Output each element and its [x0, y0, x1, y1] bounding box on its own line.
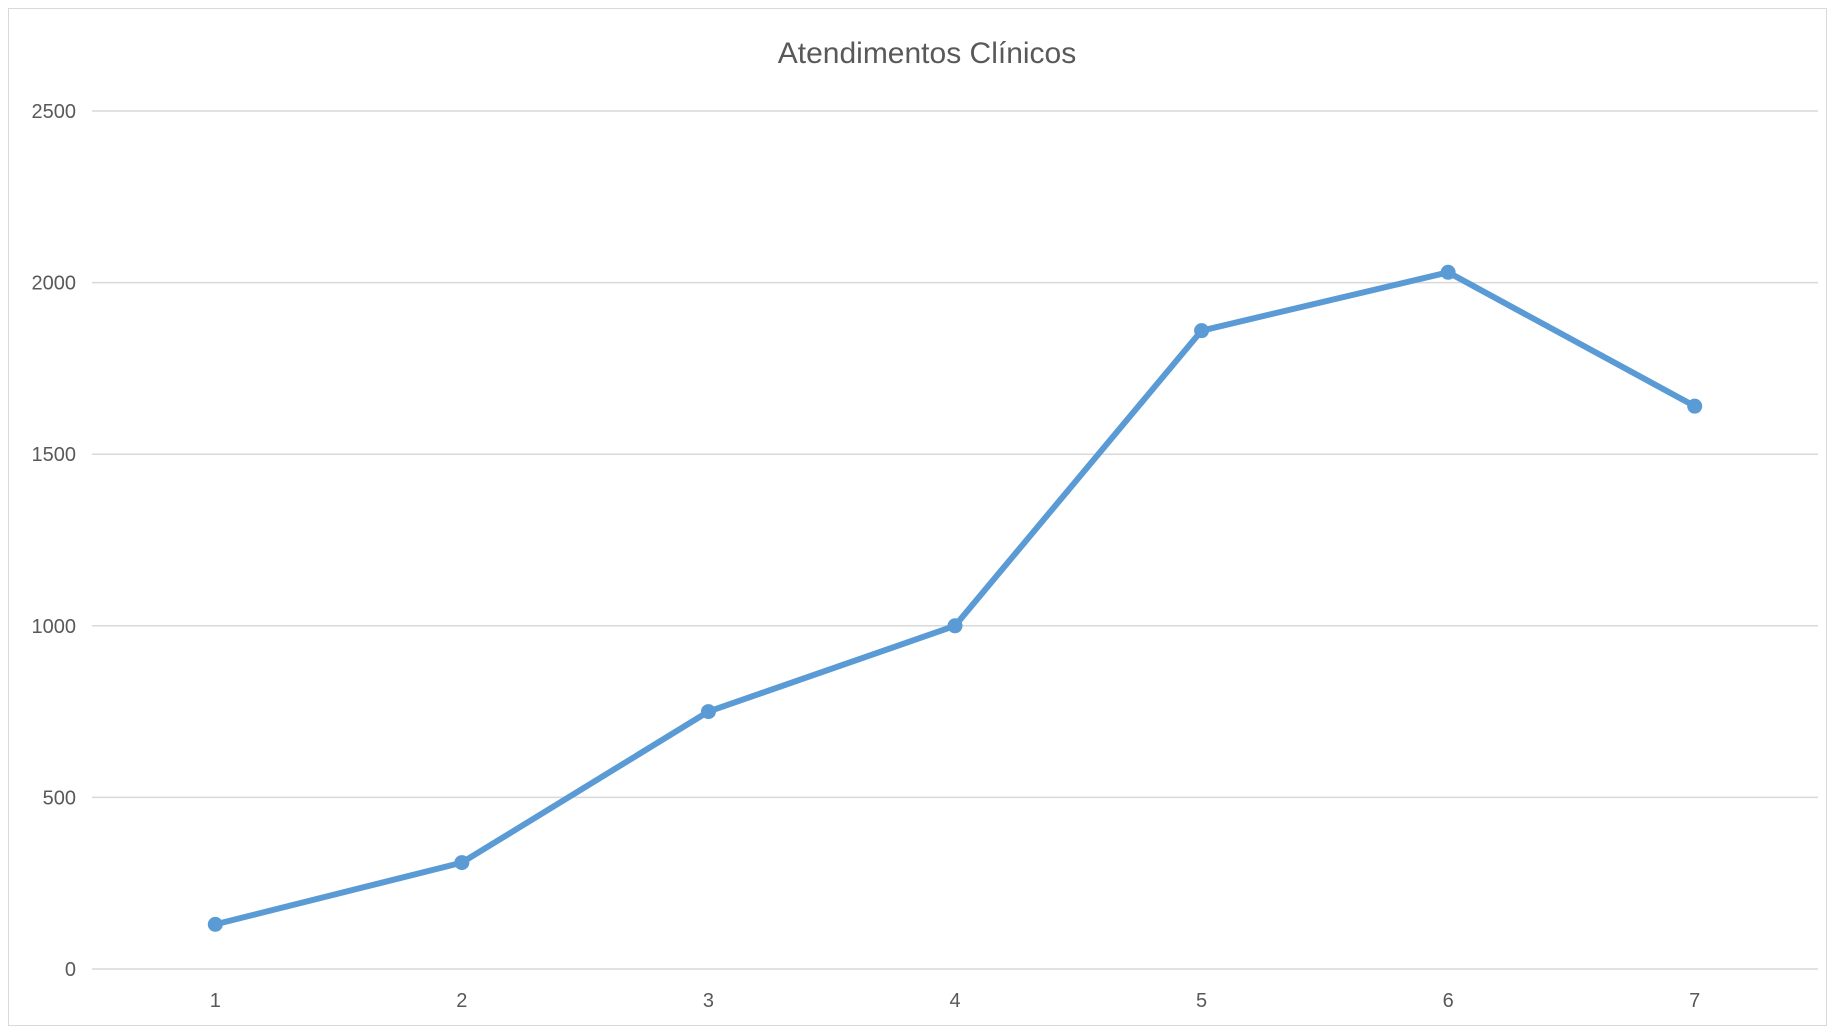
x-tick-label: 7 — [1689, 990, 1700, 1012]
chart-frame — [8, 8, 1827, 1026]
y-tick-label: 1000 — [32, 616, 77, 638]
series-group — [207, 264, 1703, 932]
series-line — [212, 269, 1698, 928]
y-tick-label: 500 — [43, 787, 76, 809]
data-point — [1687, 398, 1703, 414]
data-point — [1194, 323, 1210, 339]
x-axis-ticks: 1 2 3 4 5 6 7 — [210, 990, 1701, 1012]
data-point — [454, 855, 470, 871]
x-tick-label: 3 — [703, 990, 714, 1012]
x-tick-label: 4 — [949, 990, 960, 1012]
y-tick-label: 2500 — [32, 101, 77, 123]
gridlines — [92, 110, 1818, 970]
y-axis-ticks: 0 500 1000 1500 2000 2500 — [32, 101, 77, 981]
y-tick-label: 0 — [65, 959, 76, 981]
data-point — [700, 704, 716, 720]
data-point — [207, 916, 223, 932]
chart-title: Atendimentos Clínicos — [778, 37, 1076, 70]
x-tick-label: 1 — [210, 990, 221, 1012]
data-point — [947, 618, 963, 634]
y-tick-label: 1500 — [32, 444, 77, 466]
y-tick-label: 2000 — [32, 273, 77, 295]
x-tick-label: 2 — [456, 990, 467, 1012]
x-tick-label: 5 — [1196, 990, 1207, 1012]
x-tick-label: 6 — [1443, 990, 1454, 1012]
data-point — [1440, 264, 1456, 280]
